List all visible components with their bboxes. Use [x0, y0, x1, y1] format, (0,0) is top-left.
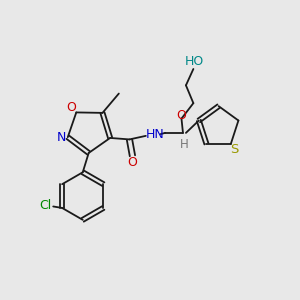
Text: H: H — [180, 138, 189, 151]
Text: O: O — [176, 109, 186, 122]
Text: O: O — [128, 156, 137, 169]
Text: HN: HN — [146, 128, 164, 141]
Text: O: O — [66, 100, 76, 114]
Text: N: N — [56, 131, 66, 144]
Text: HO: HO — [185, 55, 205, 68]
Text: Cl: Cl — [39, 200, 51, 212]
Text: S: S — [230, 143, 238, 156]
